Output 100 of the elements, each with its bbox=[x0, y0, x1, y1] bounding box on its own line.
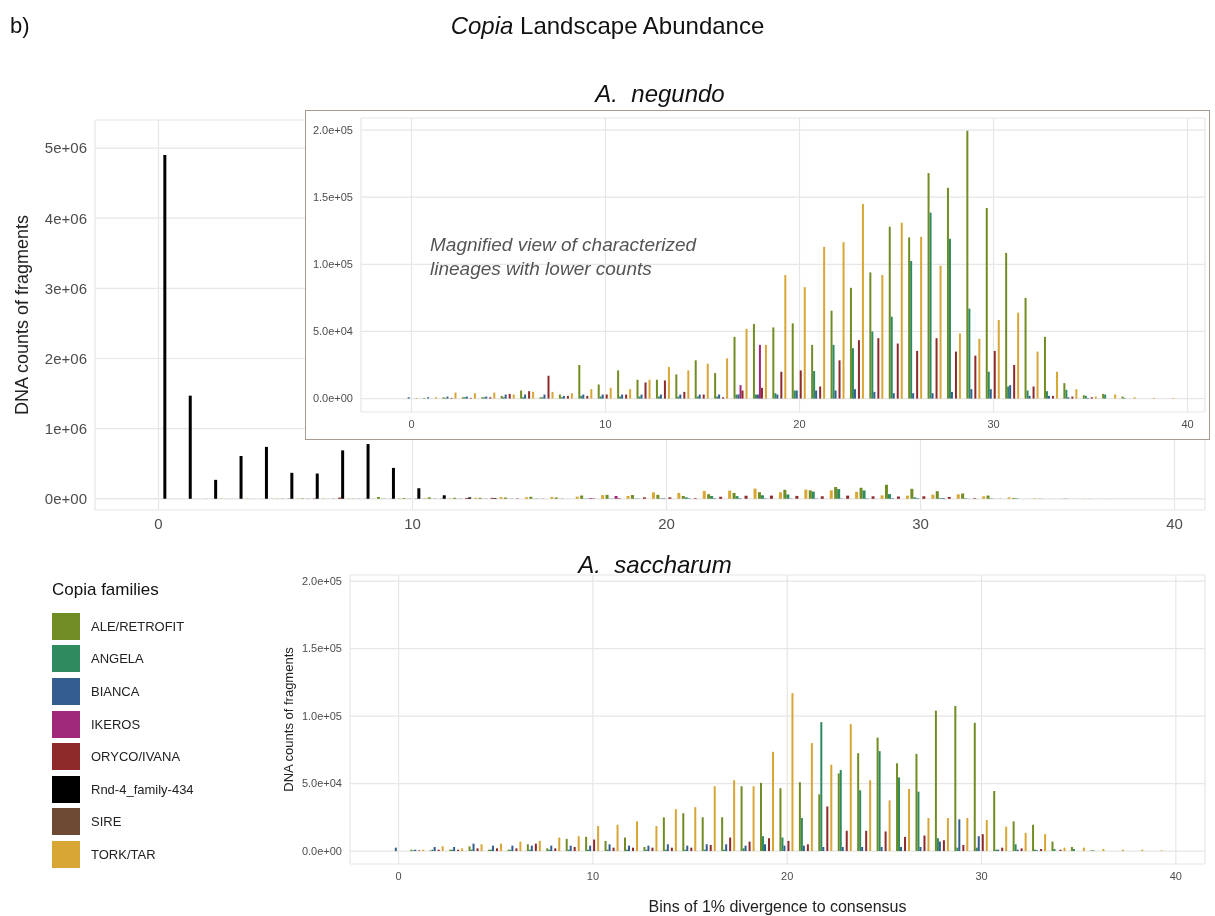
bar bbox=[1063, 383, 1066, 399]
bar bbox=[589, 845, 592, 852]
bar bbox=[573, 846, 576, 852]
x-tick-label: 30 bbox=[912, 514, 929, 532]
bar bbox=[948, 238, 951, 399]
bar bbox=[550, 845, 553, 852]
bar bbox=[605, 394, 608, 399]
bar bbox=[702, 394, 705, 399]
bar bbox=[769, 495, 773, 499]
bar bbox=[966, 130, 969, 399]
bar bbox=[677, 492, 681, 499]
bar bbox=[849, 724, 852, 852]
bar bbox=[714, 373, 717, 399]
bar bbox=[532, 391, 535, 399]
bar bbox=[585, 836, 588, 852]
bar bbox=[551, 391, 554, 399]
bar bbox=[655, 826, 658, 852]
bar bbox=[526, 844, 529, 852]
bar bbox=[923, 835, 926, 852]
legend-label: SIRE bbox=[91, 814, 122, 830]
bar bbox=[732, 492, 736, 499]
bar bbox=[993, 350, 996, 399]
bar bbox=[929, 212, 932, 399]
bar bbox=[786, 494, 790, 499]
bar bbox=[838, 360, 841, 399]
y-tick-label: 1.0e+05 bbox=[301, 709, 342, 722]
bar bbox=[741, 390, 744, 399]
y-tick-label: 1.5e+05 bbox=[312, 191, 353, 204]
bar bbox=[958, 819, 961, 852]
bar bbox=[815, 390, 818, 399]
bar bbox=[729, 837, 732, 852]
bar bbox=[927, 173, 930, 399]
x-tick-label: 40 bbox=[1166, 514, 1183, 532]
legend-label: Rnd-4_family-434 bbox=[91, 781, 194, 797]
bar bbox=[1026, 390, 1029, 399]
bar bbox=[366, 444, 370, 499]
bar bbox=[590, 389, 593, 399]
bar bbox=[1017, 312, 1020, 399]
bar bbox=[1005, 826, 1008, 852]
bar bbox=[823, 246, 826, 399]
bar bbox=[461, 848, 464, 852]
bar bbox=[811, 344, 814, 399]
bar bbox=[609, 387, 612, 399]
bar bbox=[1024, 832, 1027, 852]
bar bbox=[694, 807, 697, 852]
bar bbox=[820, 496, 824, 499]
y-axis-title: DNA counts of fragments bbox=[280, 646, 296, 792]
bar bbox=[472, 843, 475, 852]
bar bbox=[861, 203, 864, 399]
bar bbox=[454, 392, 457, 399]
bar bbox=[1024, 297, 1027, 399]
bar bbox=[954, 705, 957, 852]
y-tick-label: 2.0e+05 bbox=[301, 574, 342, 587]
bar bbox=[675, 374, 678, 399]
bar bbox=[985, 207, 988, 399]
bar bbox=[725, 844, 728, 852]
bar bbox=[958, 333, 961, 399]
bar bbox=[713, 786, 716, 852]
bar bbox=[647, 845, 650, 852]
bar bbox=[188, 395, 192, 499]
bar bbox=[961, 493, 965, 499]
bar bbox=[674, 809, 677, 852]
chart-title: A. saccharum bbox=[576, 551, 733, 579]
bar bbox=[1032, 386, 1035, 399]
bar bbox=[904, 836, 907, 852]
bar bbox=[896, 763, 899, 852]
bar bbox=[565, 838, 568, 852]
bar bbox=[566, 395, 569, 399]
bar bbox=[417, 488, 421, 499]
bar bbox=[908, 237, 911, 399]
bar bbox=[683, 391, 686, 399]
bar bbox=[939, 265, 942, 399]
bar bbox=[547, 375, 550, 399]
bar bbox=[709, 844, 712, 852]
bar bbox=[1014, 844, 1017, 852]
bar bbox=[819, 386, 822, 399]
bar bbox=[861, 846, 864, 852]
legend-label: TORK/TAR bbox=[91, 846, 156, 862]
bar bbox=[682, 813, 685, 852]
bar bbox=[780, 371, 783, 399]
bar bbox=[656, 494, 660, 499]
bar bbox=[892, 393, 895, 399]
bar bbox=[772, 327, 775, 399]
bar bbox=[905, 495, 909, 499]
bar bbox=[1051, 395, 1054, 399]
bar bbox=[950, 391, 953, 399]
bar bbox=[832, 344, 835, 399]
bar bbox=[834, 390, 837, 399]
bar bbox=[1065, 389, 1068, 399]
bar bbox=[853, 389, 856, 399]
bar bbox=[849, 287, 852, 399]
bar bbox=[968, 308, 971, 399]
bar bbox=[966, 817, 969, 852]
bar bbox=[1055, 371, 1058, 399]
bar bbox=[702, 490, 706, 499]
bar bbox=[841, 846, 844, 852]
bar bbox=[813, 371, 816, 399]
bar bbox=[830, 310, 833, 399]
bar bbox=[753, 488, 757, 499]
bar bbox=[778, 492, 782, 499]
